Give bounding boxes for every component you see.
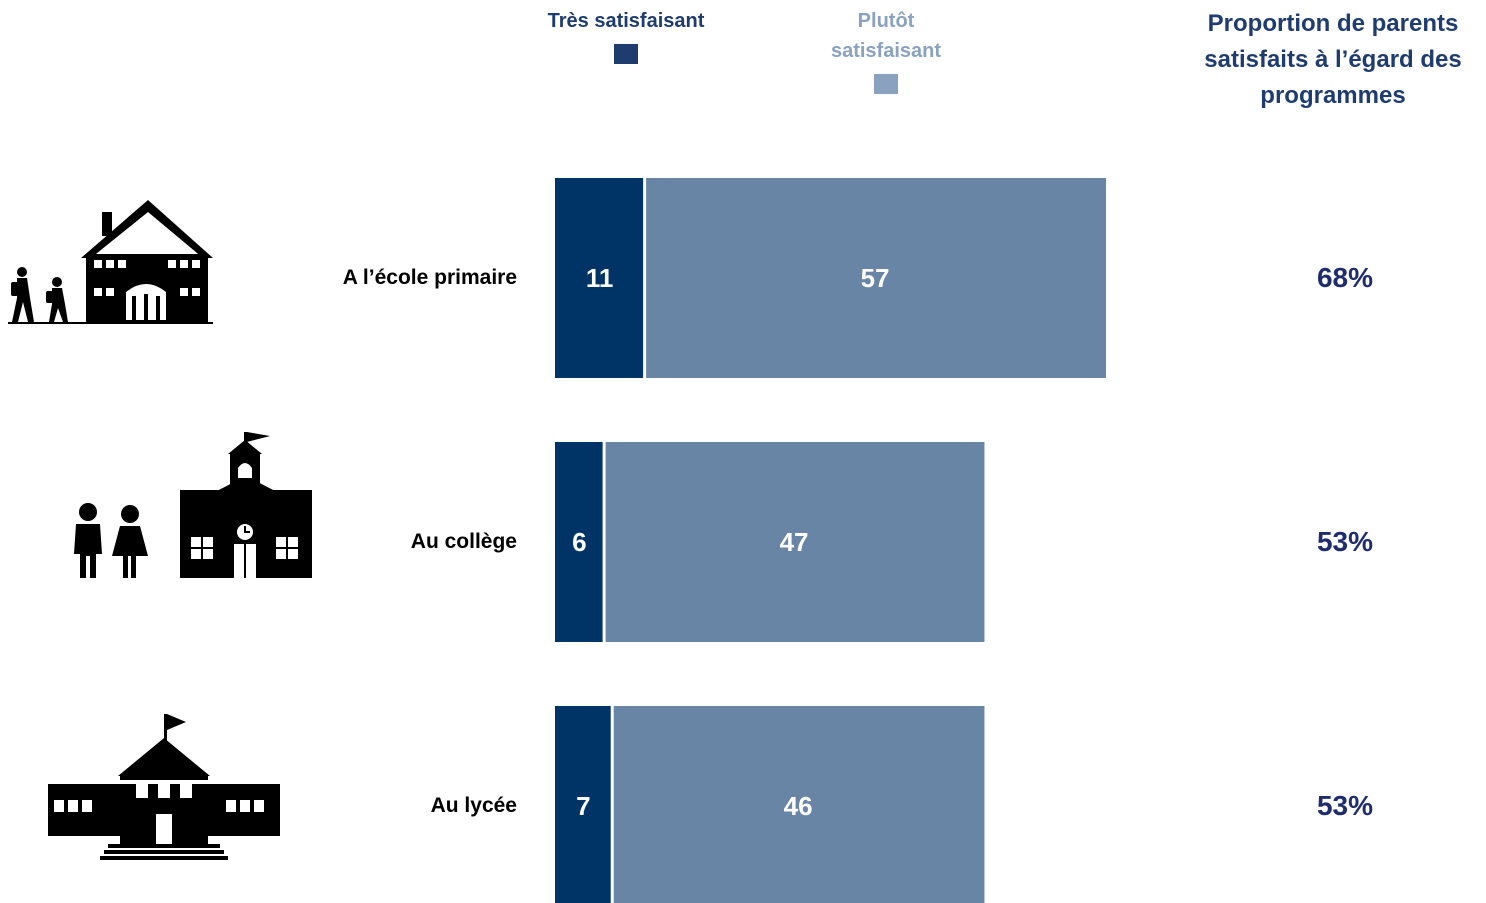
- bar-value-tres-2: 7: [576, 791, 590, 821]
- total-pct-lycee: 53%: [1316, 790, 1374, 821]
- total-pct-primary: 68%: [1316, 262, 1374, 293]
- bar-value-plutot-1: 47: [780, 527, 809, 557]
- legend-item-plutot: Plutôt satisfaisant: [806, 6, 966, 103]
- bar-tres-2: [555, 706, 612, 903]
- proportion-header: Proportion de parents satisfaits à l’éga…: [1204, 10, 1462, 109]
- total-pct-college: 53%: [1316, 526, 1374, 557]
- bar-value-tres-0: 11: [586, 263, 614, 293]
- legend-label-plutot: Plutôt satisfaisant: [830, 10, 942, 62]
- high-school-icon: [48, 714, 280, 860]
- legend-item-tres: Très satisfaisant: [546, 6, 706, 73]
- bar-value-plutot-0: 57: [861, 263, 890, 293]
- bar-separator-0: [643, 178, 647, 378]
- row-label-primary: A l’école primaire: [342, 266, 517, 289]
- legend-label-tres: Très satisfaisant: [547, 10, 705, 32]
- bar-plutot-0: [644, 178, 1106, 378]
- bar-tres-1: [555, 442, 604, 642]
- primary-school-icon: [8, 200, 213, 324]
- bar-plutot-1: [603, 442, 985, 642]
- bar-separator-1: [602, 442, 606, 642]
- row-label-lycee: Au lycée: [430, 794, 517, 817]
- legend-swatch-tres: [614, 44, 638, 64]
- bar-separator-2: [610, 706, 614, 903]
- bar-value-tres-1: 6: [572, 527, 586, 557]
- legend-swatch-plutot: [874, 74, 898, 94]
- middle-school-icon: [74, 432, 312, 578]
- bar-value-plutot-2: 46: [784, 791, 813, 821]
- bar-tres-0: [555, 178, 645, 378]
- bar-plutot-2: [611, 706, 985, 903]
- row-label-college: Au collège: [410, 530, 517, 553]
